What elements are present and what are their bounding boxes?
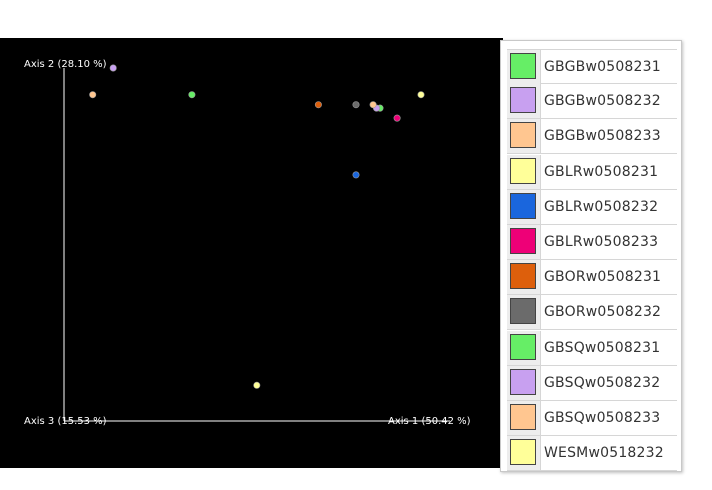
legend-swatch	[510, 53, 536, 79]
legend-swatch-box	[507, 225, 541, 259]
scatter-plot: Axis 2 (28.10 %) Axis 3 (15.53 %) Axis 1…	[24, 59, 471, 427]
legend-label: GBGBw0508231	[544, 59, 661, 75]
legend-swatch	[510, 368, 536, 395]
data-points	[89, 64, 425, 389]
legend-label: GBGBw0508232	[544, 93, 661, 110]
legend-swatch	[510, 298, 536, 325]
axis-2-label: Axis 2 (28.10 %)	[24, 59, 107, 70]
legend-swatch-box	[507, 260, 541, 295]
legend-swatch-box	[507, 50, 541, 84]
legend-swatch	[510, 439, 536, 466]
data-point-gblrw0508232[interactable]	[352, 171, 360, 179]
legend-item[interactable]: WESMw0518232	[507, 436, 677, 472]
legend-label: GBSQw0508233	[544, 410, 661, 426]
legend-item[interactable]: GBLRw0508232	[507, 189, 677, 225]
data-point-gbsqw0508233[interactable]	[369, 101, 377, 109]
plot-area: Axis 2 (28.10 %) Axis 3 (15.53 %) Axis 1…	[0, 38, 503, 468]
legend-swatch-box	[507, 119, 541, 154]
legend-swatch	[510, 192, 536, 219]
axis-3-label: Axis 3 (15.53 %)	[24, 416, 107, 427]
legend-swatch-box	[507, 154, 541, 189]
data-point-gbgbw0508231[interactable]	[188, 91, 196, 99]
data-point-gblrw0508231[interactable]	[417, 91, 425, 99]
legend-item[interactable]: GBSQw0508231	[507, 330, 677, 366]
data-point-gbgbw0508232[interactable]	[109, 64, 117, 72]
legend-item[interactable]: GBGBw0508233	[507, 119, 677, 155]
legend-item[interactable]: GBORw0508231	[507, 260, 677, 296]
legend-item[interactable]: GBLRw0508233	[507, 225, 677, 260]
legend-label: GBORw0508231	[544, 269, 662, 286]
legend-item[interactable]: GBGBw0508232	[507, 84, 677, 120]
data-point-gblrw0508233[interactable]	[393, 114, 401, 122]
legend-swatch	[510, 122, 536, 149]
legend-label: GBSQw0508231	[544, 339, 661, 356]
legend-swatch	[510, 404, 536, 430]
legend-item[interactable]: GBSQw0508232	[507, 365, 677, 401]
legend-item[interactable]: GBSQw0508233	[507, 401, 677, 436]
legend-swatch-box	[507, 84, 541, 119]
legend-item[interactable]: GBGBw0508231	[507, 49, 677, 84]
legend-swatch	[510, 87, 536, 114]
legend-label: GBLRw0508231	[544, 163, 659, 180]
legend-label: WESMw0518232	[544, 445, 664, 462]
legend-swatch-box	[507, 365, 541, 400]
legend-label: GBGBw0508233	[544, 128, 661, 145]
legend-swatch-box	[507, 189, 541, 224]
data-point-gbgbw0508233[interactable]	[89, 91, 97, 99]
data-point-wesmw0518232[interactable]	[253, 381, 261, 389]
legend-label: GBSQw0508232	[544, 374, 661, 391]
data-point-gborw0508232[interactable]	[352, 101, 360, 109]
legend: GBGBw0508231 GBGBw0508232 GBGBw0508233 GBLR…	[500, 40, 682, 472]
data-point-gborw0508231[interactable]	[314, 101, 322, 109]
legend-swatch	[510, 228, 536, 254]
legend-swatch	[510, 263, 536, 290]
legend-item[interactable]: GBORw0508232	[507, 295, 677, 331]
legend-item[interactable]: GBLRw0508231	[507, 154, 677, 190]
legend-swatch-box	[507, 436, 541, 471]
legend-label: GBLRw0508232	[544, 198, 659, 215]
axis-1-label: Axis 1 (50.42 %)	[388, 416, 471, 427]
legend-swatch-box	[507, 295, 541, 330]
legend-label: GBLRw0508233	[544, 234, 659, 250]
legend-swatch	[510, 157, 536, 184]
legend-swatch-box	[507, 330, 541, 365]
legend-swatch-box	[507, 401, 541, 435]
legend-swatch	[510, 333, 536, 360]
legend-label: GBORw0508232	[544, 304, 662, 321]
